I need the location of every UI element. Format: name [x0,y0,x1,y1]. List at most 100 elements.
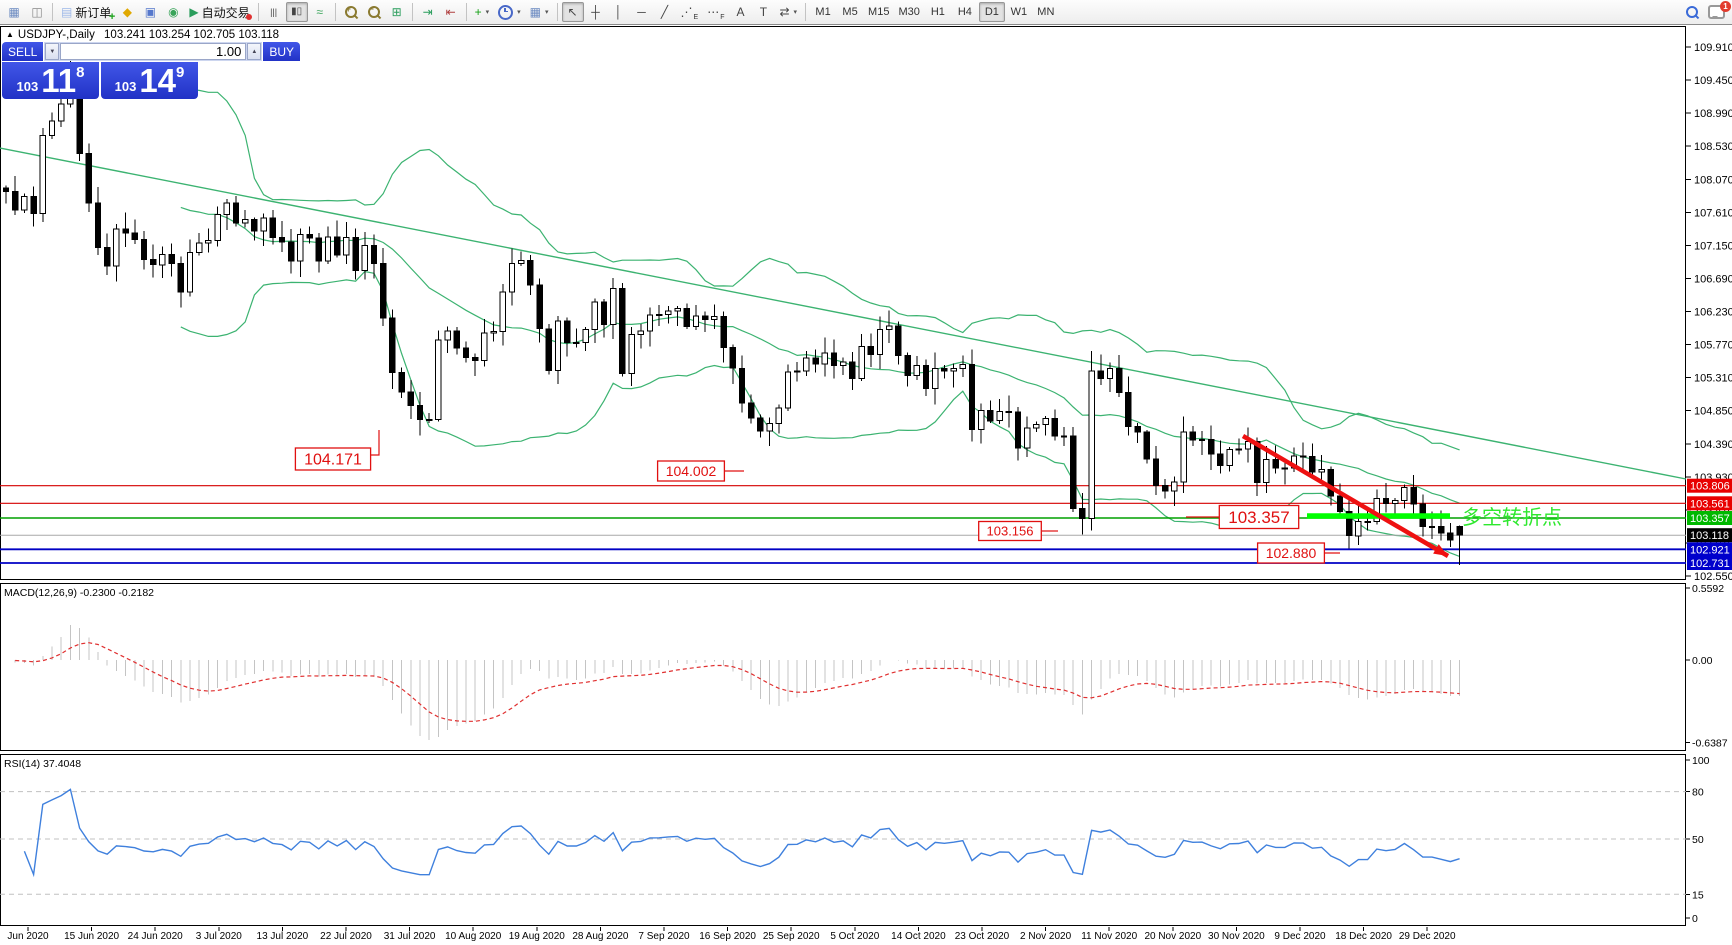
new-order-button[interactable]: ▤ 新订单 + [57,2,115,23]
periods-button[interactable] [494,2,525,22]
candle [564,320,571,343]
candle [748,402,755,419]
indicators-icon: + [474,5,482,19]
tf-w1[interactable]: W1 [1006,2,1032,22]
candle-chart-type-button[interactable]: ▮▯ [285,2,308,22]
arrows-button[interactable]: ⇄ [775,2,801,22]
pivot-note-text[interactable]: 多空转折点 [1462,506,1562,529]
zoom-out-button[interactable]: − [363,2,385,22]
descending-trendline[interactable] [0,147,1687,480]
horizontal-line-button[interactable]: ─ [631,2,653,22]
price-callout-104.171[interactable]: 104.171 [294,430,380,471]
date-axis[interactable]: Jun 2020 15 Jun 2020 24 Jun 2020 3 Jul 2020… [7,927,1456,942]
volume-input[interactable] [60,43,247,60]
tf-h4[interactable]: H4 [952,2,978,22]
buy-price[interactable]: 103 14 9 [101,62,198,99]
icon-subscript: F [720,14,725,21]
macd-axis-label: 0.00 [1692,655,1713,667]
candle [1309,456,1316,473]
candle [821,352,828,365]
search-button[interactable] [1681,2,1703,22]
horizontal-lines[interactable] [0,485,1686,564]
sell-button[interactable]: SELL [2,42,44,61]
svg-text:14 Oct 2020: 14 Oct 2020 [891,931,946,942]
candle [1143,431,1150,460]
templates-button[interactable]: ▦ [526,2,553,22]
svg-text:22 Jul 2020: 22 Jul 2020 [320,931,372,942]
tf-h1[interactable]: H1 [925,2,951,22]
svg-text:102.921: 102.921 [1690,544,1730,556]
tile-windows-button[interactable]: ⊞ [386,2,408,22]
tf-d1[interactable]: D1 [978,2,1005,22]
candle [876,329,884,356]
price-callout-103.357[interactable]: 103.357 [1186,504,1300,530]
candle [1070,435,1077,509]
bar-chart-type-button[interactable]: ||| [263,2,285,22]
candle [1208,438,1215,455]
candle [1116,367,1123,394]
chart-window-icon[interactable]: ▦ [3,2,25,22]
sell-price[interactable]: 103 11 8 [2,62,99,99]
candle [131,232,139,241]
auto-scroll-button[interactable]: ⇥ [417,2,439,22]
price-callout-104.002[interactable]: 104.002 [656,460,744,482]
tile-windows-icon: ⊞ [391,5,402,19]
svg-text:19 Aug 2020: 19 Aug 2020 [509,931,566,942]
metaeditor-icon[interactable]: ◆ [116,2,138,22]
equidistant-channel-button[interactable]: ⋰ E [677,2,703,22]
axis-price-box-102.731: 102.731 [1687,556,1732,570]
signals-icon-icon: ◉ [168,5,179,19]
axis-price-box-103.357: 103.357 [1687,511,1732,525]
candle [895,325,902,356]
candle [435,339,442,420]
profiles-icon[interactable]: ◫ [26,2,48,22]
chat-button[interactable]: 1 [1704,1,1731,22]
terminal-icon[interactable]: ▣ [139,2,161,22]
candle [1198,438,1206,441]
candle [646,314,654,332]
rsi-axis-label: 0 [1692,913,1698,925]
buy-button[interactable]: BUY [263,42,301,61]
text-button[interactable]: A [729,2,751,22]
cursor-button[interactable]: ↖ [561,2,584,22]
price-callout-102.880[interactable]: 102.880 [1256,542,1340,564]
trendline-button[interactable]: ╱ [654,2,676,22]
price-callout-103.156[interactable]: 103.156 [978,520,1058,542]
candle [794,370,801,373]
svg-text:105.770: 105.770 [1694,340,1732,352]
crosshair-button[interactable]: ┼ [585,2,607,22]
candle [1088,370,1095,520]
tf-m5[interactable]: M5 [837,2,863,22]
signals-icon[interactable]: ◉ [162,2,184,22]
svg-text:103.357: 103.357 [1228,508,1289,527]
candle [1364,520,1371,523]
candle [1134,426,1141,433]
red-arrow-trendline[interactable] [1241,434,1450,558]
candle [1097,370,1104,379]
vertical-line-button[interactable]: │ [608,2,630,22]
candle [1392,500,1399,504]
rsi-axis-label: 80 [1692,787,1704,799]
button-label: MN [1037,6,1055,18]
indicators-button[interactable]: + [471,2,494,22]
svg-text:103.118: 103.118 [1690,530,1729,542]
tf-m30[interactable]: M30 [894,2,923,22]
chart-shift-button[interactable]: ⇤ [440,2,462,22]
svg-text:31 Jul 2020: 31 Jul 2020 [384,931,436,942]
chart-symbol-period: USDJPY-,Daily [17,29,95,41]
text-label-button[interactable]: T [752,2,774,22]
autotrading-button[interactable]: ▶ 自动交易 [185,2,253,22]
tf-m15[interactable]: M15 [864,2,893,22]
line-chart-type-button[interactable]: ≈ [309,2,331,22]
volume-decrease-button[interactable]: ▼ [45,43,60,60]
volume-increase-button[interactable]: ▲ [247,43,262,60]
one-click-toggle-icon[interactable]: ▲ [6,30,14,39]
fibonacci-button[interactable]: ⋯ F [703,2,728,22]
svg-text:105.310: 105.310 [1694,373,1732,385]
svg-text:18 Dec 2020: 18 Dec 2020 [1335,931,1392,942]
candle [269,217,277,239]
zoom-in-button[interactable]: + [340,2,362,22]
tf-mn[interactable]: MN [1033,2,1059,22]
tf-m1[interactable]: M1 [810,2,836,22]
